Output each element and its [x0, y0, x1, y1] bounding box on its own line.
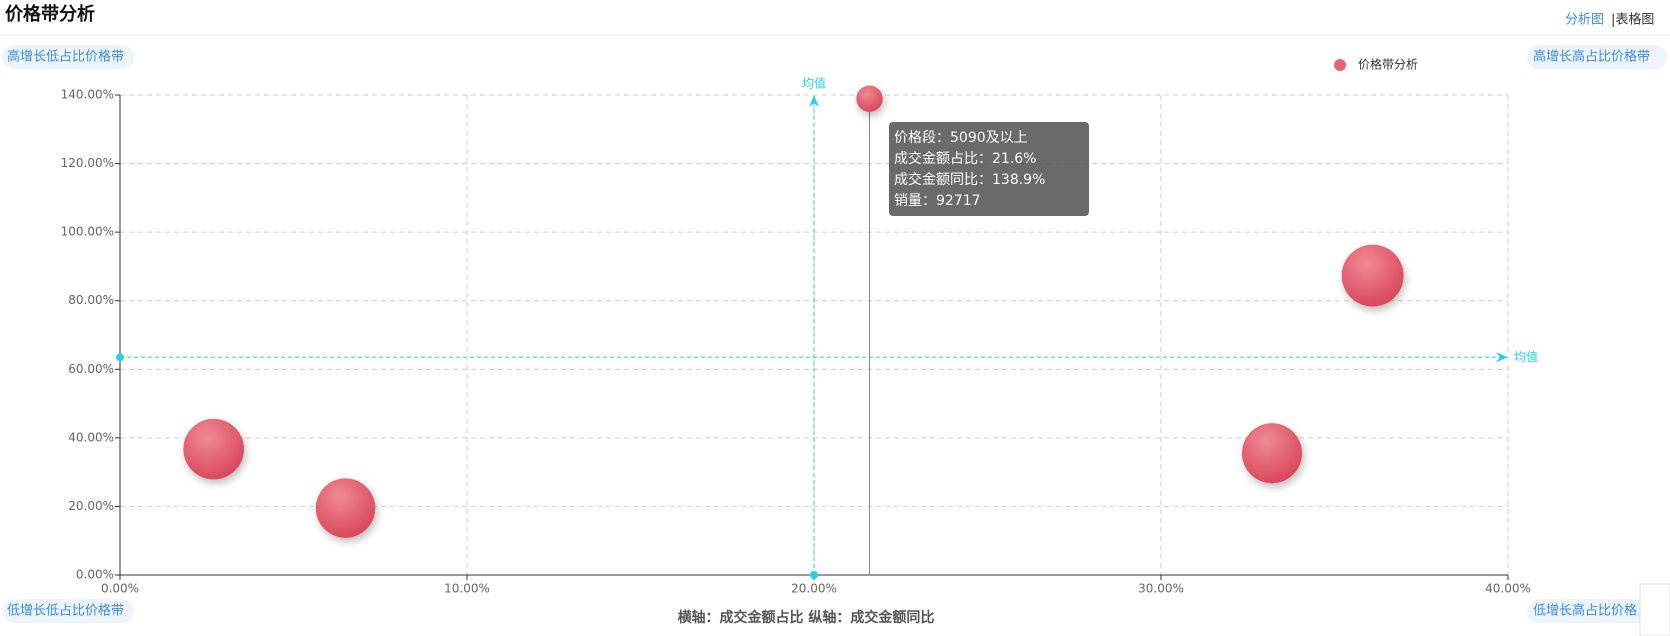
legend-label: 价格带分析 — [1358, 57, 1418, 72]
tooltip-line: 价格段：5090及以上 — [894, 130, 1028, 146]
pill — [1527, 599, 1670, 623]
mean-dot — [116, 353, 124, 362]
y-tick-label: 0.00% — [76, 568, 114, 582]
x-tick-label: 20.00% — [791, 582, 837, 596]
tooltip-box — [889, 122, 1089, 216]
mean-arrow — [809, 95, 819, 107]
y-tick-label: 60.00% — [68, 362, 114, 376]
x-tick-label: 30.00% — [1138, 582, 1184, 596]
pill — [2, 45, 134, 69]
axis-caption: 横轴：成交金额占比 纵轴：成交金额同比 — [678, 609, 935, 626]
mean-arrow — [1496, 352, 1508, 363]
mean-label: 均值 — [802, 76, 826, 91]
bubble — [856, 85, 883, 113]
tool-icon[interactable] — [1639, 583, 1670, 636]
y-tick-label: 40.00% — [68, 430, 114, 444]
bubble — [315, 478, 376, 538]
bubble — [183, 418, 245, 480]
tooltip-line: 成交金额同比：138.9% — [894, 171, 1045, 188]
y-tick-label: 140.00% — [61, 88, 114, 102]
chart-title: 价格带分析 — [5, 3, 95, 25]
tab[interactable]: |表格图 — [1611, 12, 1654, 28]
bubble — [1341, 244, 1404, 307]
tab[interactable]: 分析图 — [1565, 13, 1604, 28]
x-tick-label: 40.00% — [1485, 582, 1531, 596]
pill — [1527, 45, 1667, 69]
y-tick-label: 80.00% — [68, 293, 114, 307]
x-tick-label: 10.00% — [444, 582, 490, 596]
y-tick-label: 20.00% — [68, 499, 114, 513]
mean-label: 均值 — [1514, 349, 1538, 364]
mean-dot — [810, 571, 818, 579]
tooltip-line: 销量：92717 — [894, 193, 981, 209]
legend-swatch — [1334, 59, 1346, 71]
y-tick-label: 100.00% — [61, 225, 114, 239]
corner-label: 高增长低占比价格带 — [7, 49, 124, 65]
corner-label: 高增长高占比价格带 — [1533, 49, 1650, 65]
corner-label: 低增长低占比价格带 — [7, 603, 124, 619]
corner-label: 低增长高占比价格 — [1533, 603, 1637, 619]
bubble — [1241, 423, 1303, 484]
pill — [2, 599, 134, 623]
x-tick-label: 0.00% — [101, 582, 139, 596]
y-tick-label: 120.00% — [61, 156, 114, 170]
tooltip-line: 成交金额占比：21.6% — [894, 150, 1036, 167]
